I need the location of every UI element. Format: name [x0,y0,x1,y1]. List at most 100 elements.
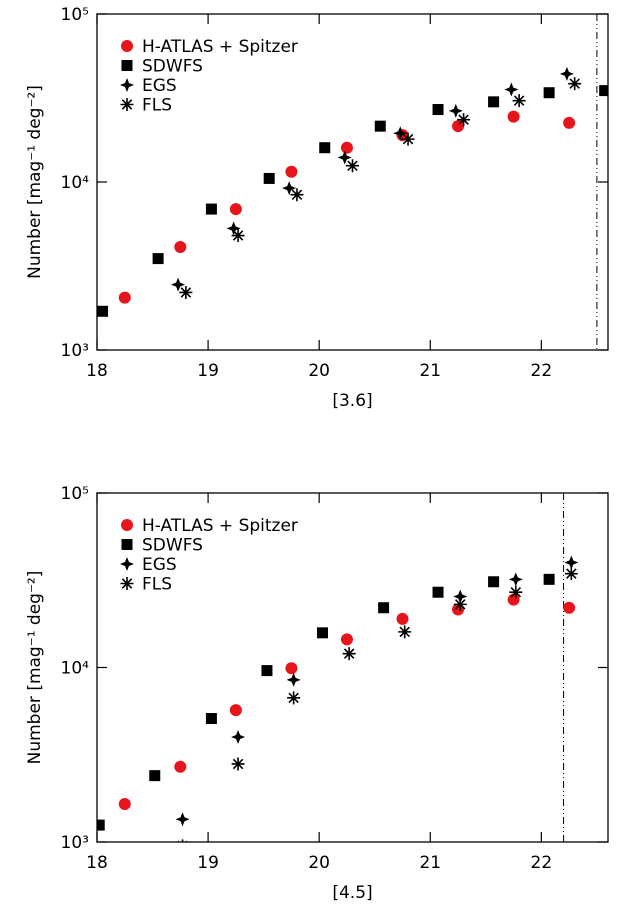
point [205,203,217,215]
point [118,291,131,304]
point [317,627,329,639]
point [563,601,576,614]
point [97,305,109,317]
point [340,141,353,154]
point [174,760,187,773]
x-tick-label: 19 [197,361,219,381]
legend-label: FLS [142,575,172,595]
y-tick-label: 10⁴ [61,173,90,193]
legend-label: EGS [142,555,177,575]
panel: 18 19 20 21 22 10³ 10⁴ 10⁵ [3.6] Number [mag⁻¹ de… [25,5,609,411]
y-tick-label: 10⁵ [61,5,89,25]
point [319,142,331,154]
legend-marker [120,557,134,571]
point [512,94,526,108]
point [393,126,408,141]
point [488,576,500,588]
y-axis-label: Number [mag⁻¹ deg⁻²] [25,85,45,279]
legend-entry: EGS [120,555,177,575]
legend-label: FLS [142,96,172,116]
point [453,597,467,611]
point [337,150,352,165]
legend-marker [121,519,133,531]
point [508,572,523,587]
point [432,586,444,598]
x-tick-label: 21 [419,853,441,873]
point [432,104,444,116]
point [398,625,412,639]
points [97,66,608,317]
point [543,573,555,585]
point [171,277,186,292]
y-tick-label: 10⁵ [61,484,89,504]
point [261,665,273,677]
legend-entry: FLS [120,575,172,595]
legend-marker [121,60,133,71]
legend-entry: H-ATLAS + Spitzer [121,516,298,536]
legend-marker [120,98,134,111]
point [563,116,576,129]
point [287,691,301,705]
y-tick-label: 10⁴ [61,659,90,679]
point [488,96,500,108]
x-tick-label: 21 [419,361,441,381]
point [205,713,217,725]
legend-entry: FLS [120,96,172,116]
legend-label: H-ATLAS + Spitzer [142,37,298,57]
legend-entry: SDWFS [121,57,203,77]
points [97,555,579,842]
x-tick-label: 19 [197,853,219,873]
point [152,253,164,265]
point [177,839,188,842]
point [340,633,353,646]
y-tick-label: 10³ [61,833,89,853]
y-tick-label: 10³ [61,341,89,361]
point [543,87,555,99]
point [564,567,578,581]
point [290,188,304,202]
x-tick-label: 18 [86,853,108,873]
x-tick-label: 22 [531,853,553,873]
point [378,602,390,614]
point [179,285,193,299]
point [231,229,245,243]
point [231,757,245,771]
point [97,819,105,831]
point [285,165,298,178]
point [285,662,298,675]
point [396,612,409,625]
point [457,113,471,127]
x-tick-label: 20 [308,361,330,381]
x-axis-label: [4.5] [332,883,372,903]
point [174,241,187,254]
point [453,589,468,604]
x-tick-label: 18 [86,361,108,381]
point [507,110,520,123]
point [229,704,242,717]
point [504,82,519,97]
legend-entry: SDWFS [121,536,203,556]
point [263,172,275,184]
point [282,181,297,196]
point [175,812,190,827]
point [401,132,415,146]
legend-label: EGS [142,76,177,96]
point [568,77,582,91]
point [346,159,359,173]
point [286,672,301,687]
point [564,555,579,570]
point [226,221,241,236]
panel: 18 19 20 21 22 10³ 10⁴ 10⁵ [4.5] Number [mag⁻¹ de… [25,484,609,903]
point [342,647,356,661]
legend-marker [120,577,134,590]
point [118,798,131,811]
point [559,66,574,81]
x-axis-label: [3.6] [332,391,372,411]
point [599,85,608,97]
legend-marker [121,40,133,52]
legend-marker [121,539,133,550]
point [229,203,242,216]
point [374,120,386,132]
point [448,103,463,118]
